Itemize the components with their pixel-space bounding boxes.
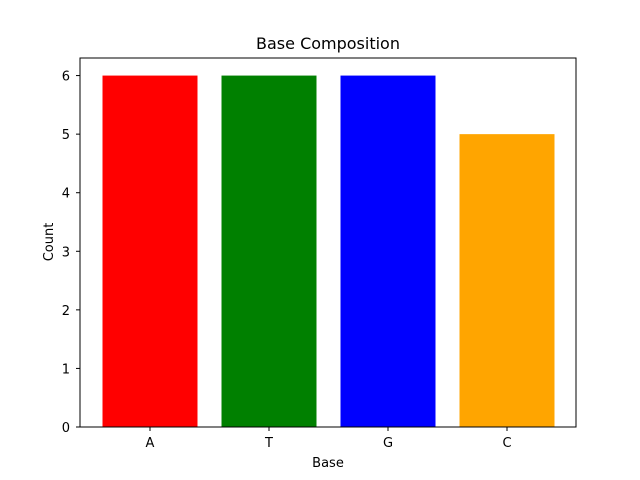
bar-t [221,75,317,428]
plot-frame [79,57,577,428]
bar-a [102,75,198,428]
y-tick-label: 1 [62,362,70,377]
bar-c [459,134,555,427]
y-tick-label: 2 [62,304,70,319]
bar-g [340,75,436,428]
x-axis-label: Base [312,456,344,471]
x-tick-label: G [383,436,393,451]
x-tick-label: A [146,436,155,451]
chart-title: Base Composition [256,34,400,53]
y-tick-label: 4 [62,187,70,202]
x-tick-label: T [264,436,273,451]
y-axis-ticks: 0 1 2 3 4 5 6 [62,70,80,436]
bar-group [102,75,555,428]
y-tick-label: 6 [62,70,70,85]
x-tick-label: C [502,436,511,451]
y-axis-label: Count [42,223,57,262]
y-tick-label: 5 [62,128,70,143]
y-tick-label: 3 [62,245,70,260]
y-tick-label: 0 [62,421,70,436]
